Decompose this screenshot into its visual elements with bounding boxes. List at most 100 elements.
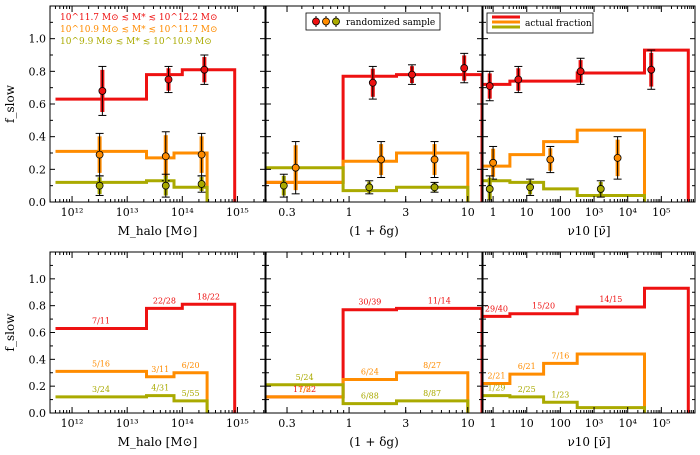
panel-bottom-3: 29/40 15/20 14/15 2/21 6/21 7/16 1/29 2/25 1/23 1…	[482, 251, 696, 449]
legend-randomized-text: randomized sample	[346, 18, 435, 28]
xtick-label: 10	[520, 417, 534, 430]
point-mid-2	[197, 150, 206, 159]
step-line-high	[55, 302, 237, 413]
xtick-label: 1	[490, 206, 497, 219]
point-low-2	[596, 185, 605, 193]
step-line-low	[483, 179, 646, 202]
fraction-label-mid-1: 6/24	[361, 367, 379, 376]
step-line-mid	[483, 352, 646, 413]
step-line-mid	[483, 128, 646, 202]
point-low-0	[279, 181, 288, 190]
x-axis-label: ν10 [ν̄]	[567, 435, 610, 449]
plot-area	[55, 54, 237, 202]
ytick-label: 0.8	[29, 300, 47, 313]
panel-bottom-2: 17/22 30/39 11/14 1/8 6/24 8/27 5/24 6/88 8/87 0.…	[265, 251, 483, 449]
legend-actual: actual fraction	[486, 12, 594, 34]
fraction-label-high-2: 14/15	[599, 295, 622, 304]
legend-mass-bin-mid: 10^10.9 M⊙ ≲ M* ≲ 10^11.7 M⊙	[60, 25, 218, 35]
point-high-1	[408, 70, 416, 79]
xtick-label: 10⁴	[618, 206, 637, 219]
fraction-label-high-2: 11/14	[428, 296, 451, 305]
fraction-label-high-0: 17/22	[293, 385, 316, 394]
fraction-label-low-0: 3/24	[92, 385, 110, 394]
step-line-low	[266, 166, 470, 202]
point-mid-2	[613, 153, 622, 162]
xtick-label: 10¹⁴	[171, 417, 194, 430]
point-high-3	[647, 65, 656, 74]
x-axis-label: ν10 [ν̄]	[567, 224, 610, 238]
axes-frame	[49, 5, 266, 203]
ytick-label: 1.0	[29, 273, 47, 286]
fraction-label-low-2: 8/87	[423, 389, 441, 398]
point-high-0	[485, 82, 494, 90]
x-axis-label: (1 + δg)	[349, 224, 399, 238]
fraction-label-high-1: 22/28	[153, 296, 176, 305]
point-mid-1	[161, 152, 170, 161]
xtick-label: 0.3	[278, 206, 296, 219]
fraction-label-low-0: 1/29	[487, 384, 505, 393]
step-line-low	[55, 179, 209, 202]
point-high-2	[200, 65, 209, 74]
fraction-label-mid-1: 3/11	[151, 365, 169, 374]
plot-area	[483, 286, 690, 413]
y-axis-label-top: f_slow	[3, 84, 17, 123]
xtick-label: 100	[550, 206, 571, 219]
fraction-label-high-0: 29/40	[485, 304, 508, 313]
axes-frame	[482, 5, 696, 203]
y-axis-label-bottom: f_slow	[3, 313, 17, 352]
xtick-label: 0.3	[278, 417, 296, 430]
plot-area	[266, 306, 482, 413]
plot-area	[266, 52, 482, 202]
fraction-label-low-1: 6/88	[361, 392, 379, 401]
point-low-1	[365, 183, 374, 192]
xtick-label: 100	[550, 417, 571, 430]
fraction-label-mid-2: 7/16	[551, 351, 569, 360]
xtick-label: 10¹⁵	[226, 417, 249, 430]
point-mid-0	[95, 150, 104, 159]
point-high-0	[98, 87, 107, 95]
xtick-label: 3	[402, 417, 409, 430]
point-high-2	[576, 67, 585, 76]
legend-mass-bin-high: 10^11.7 M⊙ ≲ M* ≲ 10^12.2 M⊙	[60, 13, 218, 23]
fraction-label-mid-0: 5/16	[92, 359, 110, 368]
fraction-label-mid-0: 1/8	[298, 385, 311, 394]
xtick-label: 10³	[585, 206, 603, 219]
fraction-label-low-1: 2/25	[518, 385, 536, 394]
xtick-label: 10⁵	[652, 206, 670, 219]
legend-box	[305, 12, 441, 31]
legend-marker-low	[332, 17, 340, 26]
xtick-label: 10³	[585, 417, 603, 430]
panel-bottom-1: 7/11 22/28 18/22 5/16 3/11 6/20 3/24 4/31 5/55 0.…	[29, 251, 266, 449]
plot-area	[55, 302, 237, 413]
ytick-label: 0.6	[29, 98, 47, 111]
xtick-label: 10	[461, 417, 475, 430]
fraction-label-low-1: 4/31	[151, 384, 169, 393]
ytick-label: 1.0	[29, 33, 47, 46]
fraction-label-high-1: 30/39	[358, 298, 381, 307]
point-low-0	[95, 181, 104, 190]
fraction-label-mid-1: 6/21	[518, 362, 536, 371]
xtick-label: 1	[346, 417, 353, 430]
ytick-label: 0.4	[29, 353, 47, 366]
step-line-low	[483, 394, 646, 413]
step-line-high	[55, 68, 237, 202]
step-line-mid	[55, 149, 209, 202]
xtick-label: 1	[490, 417, 497, 430]
step-line-low	[55, 394, 209, 413]
point-mid-1	[546, 155, 555, 164]
xtick-label: 10	[461, 206, 475, 219]
xtick-label: 10¹³	[116, 417, 139, 430]
fraction-label-mid-0: 2/21	[487, 371, 505, 380]
fraction-label-low-2: 1/23	[551, 390, 569, 399]
point-mid-0	[489, 158, 497, 167]
legend-randomized: randomized sample	[305, 12, 441, 31]
legend-actual-text: actual fraction	[525, 19, 592, 29]
fraction-label-high-0: 7/11	[92, 316, 110, 325]
xtick-label: 10⁵	[652, 417, 670, 430]
ytick-label: 0.8	[29, 65, 47, 78]
point-mid-0	[291, 163, 300, 172]
step-line-low	[266, 383, 470, 413]
step-line-high	[483, 286, 690, 413]
legend-marker-high	[312, 17, 320, 26]
